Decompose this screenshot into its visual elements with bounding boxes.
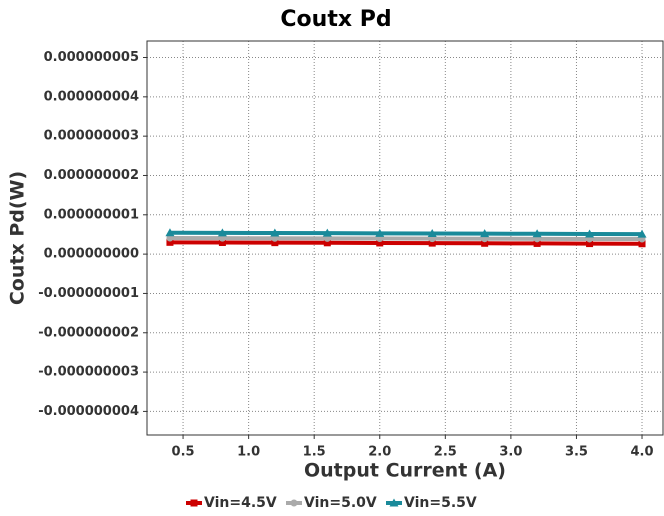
marker xyxy=(533,239,541,247)
marker xyxy=(218,234,226,242)
marker xyxy=(166,238,174,246)
marker xyxy=(389,498,399,507)
marker xyxy=(166,234,174,242)
marker xyxy=(481,239,489,247)
marker xyxy=(585,229,595,238)
marker xyxy=(638,240,646,248)
marker xyxy=(165,228,175,237)
x-tick-label: 0.5 xyxy=(172,445,195,460)
y-tick-label: 0.000000004 xyxy=(44,89,139,104)
y-tick-label: 0.000000003 xyxy=(44,129,139,144)
series-line xyxy=(169,230,643,237)
y-axis-label: Coutx Pd(W) xyxy=(7,171,29,305)
marker xyxy=(271,239,279,247)
series-line xyxy=(169,236,643,242)
marker xyxy=(323,239,331,247)
x-tick-label: 2.0 xyxy=(368,445,391,460)
y-tick-label: -0.000000001 xyxy=(38,286,139,301)
y-tick-label: -0.000000003 xyxy=(38,365,139,380)
y-tick-label: 0.000000002 xyxy=(44,168,139,183)
marker xyxy=(190,499,198,507)
x-tick-label: 1.5 xyxy=(303,445,326,460)
x-axis-label: Output Current (A) xyxy=(304,460,506,482)
marker xyxy=(270,228,280,237)
marker xyxy=(218,238,226,246)
y-tick-label: 0.000000001 xyxy=(44,207,139,222)
legend-label: Vin=5.0V xyxy=(304,495,377,511)
y-tick-label: -0.000000002 xyxy=(38,325,139,340)
x-tick-label: 3.5 xyxy=(565,445,588,460)
y-tick-label: -0.000000004 xyxy=(38,404,139,419)
marker xyxy=(375,228,385,237)
x-tick-label: 4.0 xyxy=(631,445,654,460)
marker xyxy=(376,239,384,247)
y-tick-label: 0.000000000 xyxy=(44,247,139,262)
legend-label: Vin=4.5V xyxy=(204,495,277,511)
y-tick-label: 0.000000005 xyxy=(44,50,139,65)
marker xyxy=(428,239,436,247)
marker xyxy=(290,499,298,507)
plot-frame xyxy=(146,40,664,436)
marker xyxy=(322,228,332,237)
marker xyxy=(586,240,594,248)
marker xyxy=(427,228,437,237)
marker xyxy=(480,229,490,238)
marker xyxy=(637,229,647,238)
marker xyxy=(217,228,227,237)
series-line xyxy=(169,240,643,246)
chart-title: Coutx Pd xyxy=(280,7,391,32)
x-tick-label: 3.0 xyxy=(499,445,522,460)
marker xyxy=(532,229,542,238)
x-tick-label: 1.0 xyxy=(237,445,260,460)
legend-label: Vin=5.5V xyxy=(404,495,477,511)
x-tick-label: 2.5 xyxy=(434,445,457,460)
